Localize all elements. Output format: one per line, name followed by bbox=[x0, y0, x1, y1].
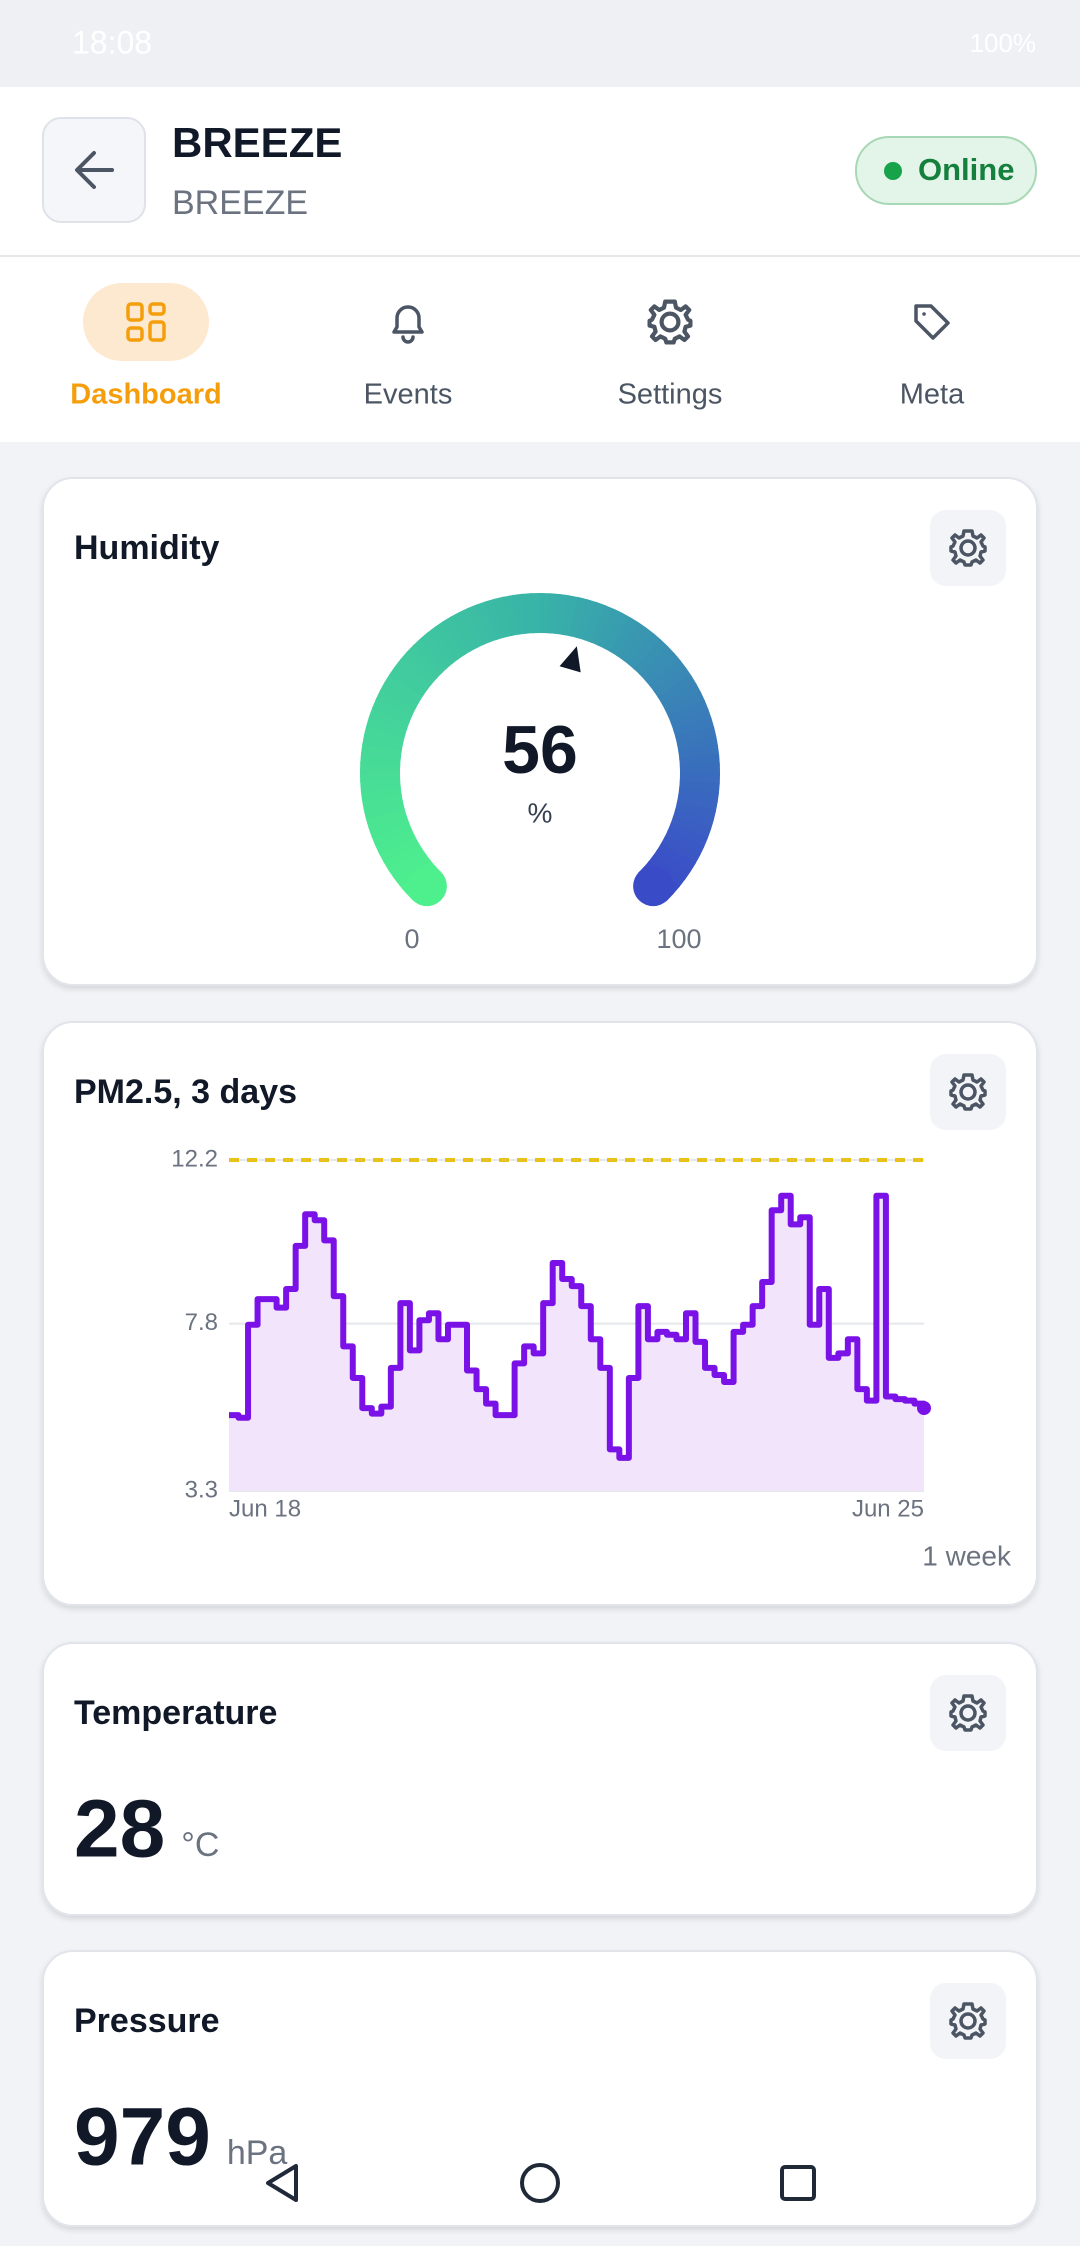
temperature-card bbox=[42, 1642, 1038, 1916]
line bbox=[229, 1192, 927, 1461]
device-subtitle: BREEZE bbox=[172, 184, 308, 222]
range-label[interactable]: 1 week bbox=[922, 1540, 1012, 1571]
settings-button[interactable] bbox=[930, 510, 1006, 586]
big-value: 979 bbox=[74, 2092, 211, 2183]
device-title: BREEZE bbox=[172, 119, 342, 166]
card-title: Humidity bbox=[74, 529, 220, 567]
battery: 100% bbox=[970, 28, 1037, 58]
gauge-cap bbox=[633, 866, 674, 907]
area bbox=[229, 1195, 924, 1491]
settings-button[interactable] bbox=[930, 1675, 1006, 1751]
events-icon bbox=[392, 305, 424, 344]
status-dot bbox=[884, 162, 902, 180]
status-pill bbox=[855, 136, 1037, 205]
x-label: Jun 18 bbox=[229, 1495, 301, 1522]
gauge-cap bbox=[406, 866, 447, 907]
x-label: Jun 25 bbox=[852, 1495, 924, 1522]
settings-button[interactable] bbox=[930, 1054, 1006, 1130]
card-title: Temperature bbox=[74, 1694, 277, 1732]
gauge-min: 0 bbox=[404, 924, 419, 954]
tab-label[interactable]: Settings bbox=[618, 379, 723, 411]
tab-icons bbox=[126, 302, 950, 344]
tab-label[interactable]: Dashboard bbox=[70, 379, 221, 411]
humidity-card bbox=[42, 477, 1038, 986]
nav-home[interactable] bbox=[520, 2163, 560, 2203]
gauge-unit: % bbox=[528, 797, 553, 828]
nav-back[interactable] bbox=[266, 2164, 298, 2202]
card-title: PM2.5, 3 days bbox=[74, 1073, 297, 1111]
gauge-value: 56 bbox=[502, 712, 578, 788]
back-icon bbox=[75, 151, 114, 189]
status-text: Online bbox=[918, 152, 1014, 187]
status-bar bbox=[0, 0, 1080, 87]
y-tick-label: 12.2 bbox=[171, 1145, 218, 1172]
dashboard-icon bbox=[126, 302, 166, 342]
card-title: Pressure bbox=[74, 2002, 220, 2040]
y-tick-label: 7.8 bbox=[185, 1309, 218, 1336]
pressure-card bbox=[42, 1950, 1038, 2227]
y-tick-label: 3.3 bbox=[185, 1476, 218, 1503]
nav-recents[interactable] bbox=[780, 2165, 816, 2201]
point bbox=[917, 1401, 931, 1416]
unit: °C bbox=[181, 1826, 219, 1864]
tab-label[interactable]: Meta bbox=[900, 379, 965, 411]
meta-icon bbox=[914, 304, 950, 340]
big-value: 28 bbox=[74, 1784, 165, 1875]
tab-active-pill bbox=[83, 283, 209, 361]
settings-button[interactable] bbox=[930, 1983, 1006, 2059]
tab-label[interactable]: Events bbox=[364, 379, 453, 411]
divider bbox=[0, 255, 1080, 257]
status-time: 18:08 bbox=[72, 24, 152, 60]
gauge-max: 100 bbox=[656, 924, 701, 954]
unit: hPa bbox=[227, 2134, 288, 2172]
gauge-pointer bbox=[559, 646, 581, 673]
